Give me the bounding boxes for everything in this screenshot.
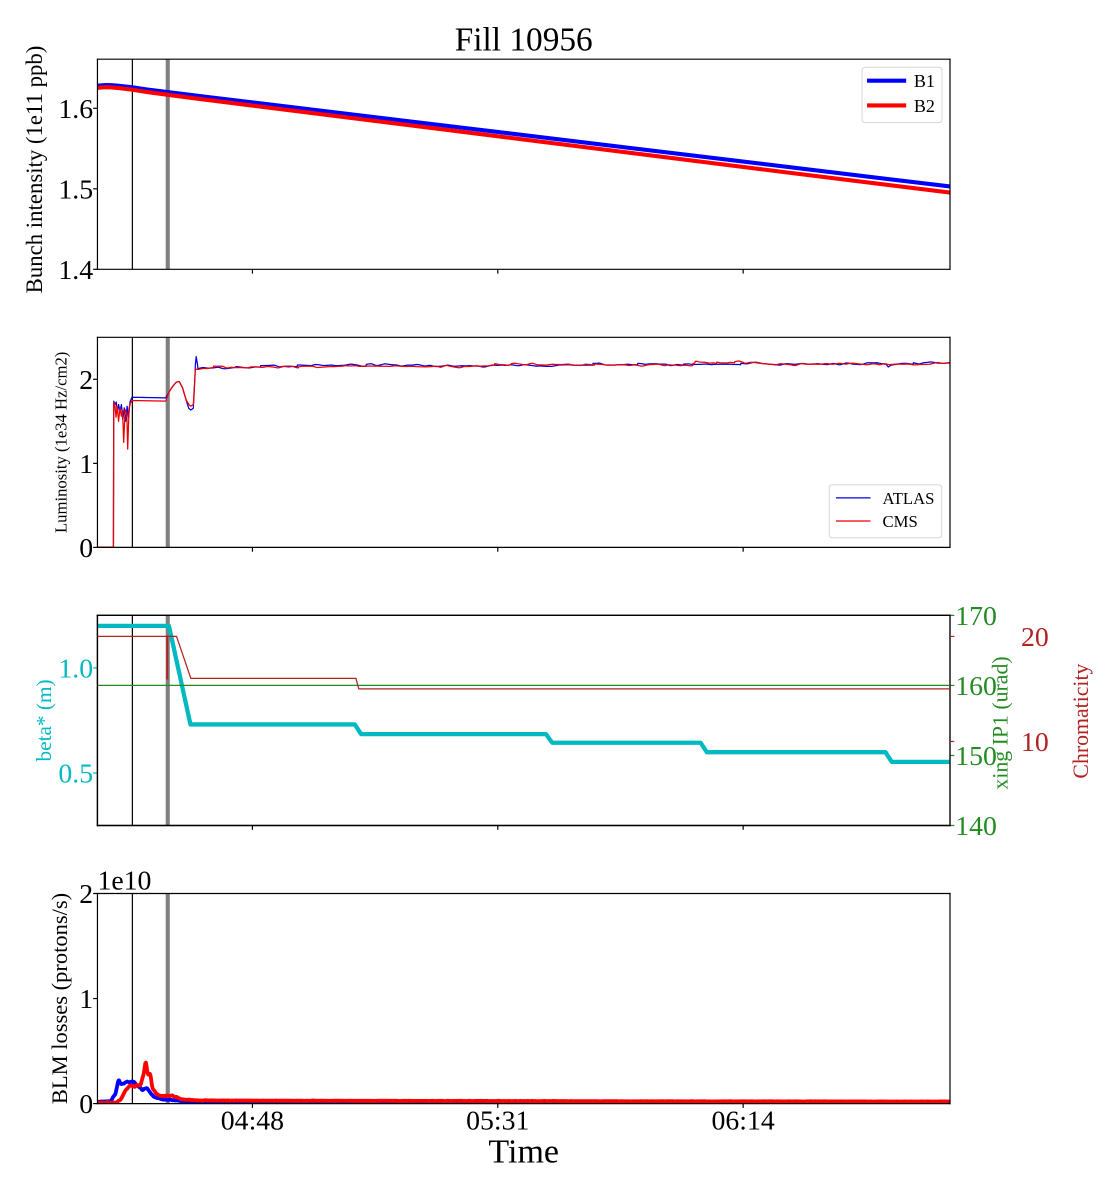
svg-text:1e10: 1e10 (97, 866, 151, 897)
svg-text:xing IP1 (urad): xing IP1 (urad) (989, 656, 1013, 789)
svg-text:2: 2 (79, 879, 93, 910)
svg-text:Bunch intensity (1e11 ppb): Bunch intensity (1e11 ppb) (22, 46, 47, 294)
svg-text:10: 10 (1021, 727, 1049, 758)
svg-text:Time: Time (488, 1134, 559, 1171)
svg-text:1.0: 1.0 (58, 654, 93, 685)
svg-text:20: 20 (1021, 622, 1049, 653)
svg-text:160: 160 (955, 671, 997, 702)
svg-text:beta* (m): beta* (m) (32, 679, 56, 761)
svg-text:2: 2 (79, 365, 93, 396)
svg-text:CMS: CMS (883, 512, 918, 531)
svg-text:1: 1 (79, 984, 93, 1015)
svg-text:1.5: 1.5 (58, 174, 93, 205)
svg-text:05:31: 05:31 (466, 1105, 529, 1136)
svg-text:0.5: 0.5 (58, 759, 93, 790)
svg-text:06:14: 06:14 (712, 1105, 775, 1136)
svg-text:B2: B2 (914, 96, 935, 116)
svg-text:150: 150 (955, 741, 997, 772)
svg-text:Chromaticity: Chromaticity (1069, 663, 1093, 778)
svg-text:BLM losses (protons/s): BLM losses (protons/s) (47, 893, 72, 1104)
svg-text:0: 0 (79, 533, 93, 564)
svg-text:04:48: 04:48 (221, 1105, 284, 1136)
svg-text:ATLAS: ATLAS (883, 489, 935, 508)
svg-text:0: 0 (79, 1089, 93, 1120)
svg-text:140: 140 (955, 811, 997, 842)
svg-text:B1: B1 (914, 71, 935, 91)
svg-text:170: 170 (955, 601, 997, 632)
svg-text:1: 1 (79, 449, 93, 480)
svg-text:1.6: 1.6 (58, 94, 93, 125)
svg-text:1.4: 1.4 (58, 255, 93, 286)
svg-text:Fill 10956: Fill 10956 (455, 22, 593, 59)
svg-text:Luminosity (1e34 Hz/cm2): Luminosity (1e34 Hz/cm2) (51, 352, 70, 533)
